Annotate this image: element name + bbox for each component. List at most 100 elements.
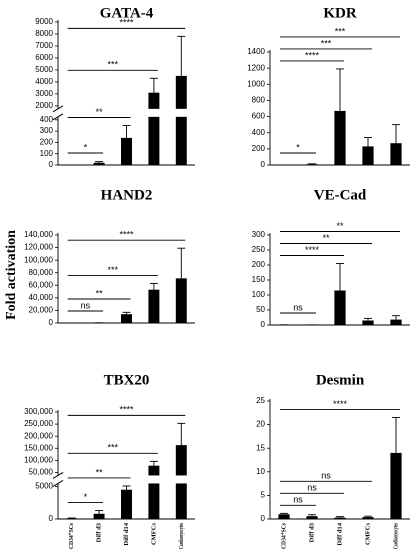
axis-break xyxy=(56,108,195,117)
y-tick-label: 300 xyxy=(40,126,54,135)
significance-label: ** xyxy=(96,107,104,117)
y-tick-label: 300,000 xyxy=(24,407,53,416)
significance-label: *** xyxy=(108,265,119,275)
significance-label: **** xyxy=(305,50,320,60)
chart-title: TBX20 xyxy=(104,372,150,388)
y-tick-label: 400 xyxy=(40,115,54,124)
y-tick-label: 100 xyxy=(40,149,54,158)
significance-label: ns xyxy=(293,302,303,312)
bar xyxy=(148,465,160,519)
x-tick-label: CMFCs xyxy=(150,523,157,545)
y-tick-label: 1200 xyxy=(247,63,265,72)
y-tick-label: 0 xyxy=(261,320,266,329)
y-tick-label: 1400 xyxy=(247,47,265,56)
y-tick-label: 100,000 xyxy=(24,255,53,264)
y-tick-label: 0 xyxy=(261,514,266,523)
axis-break xyxy=(56,475,195,484)
x-tick-label: Cardiomyocytes xyxy=(178,523,185,549)
significance-label: * xyxy=(84,142,88,152)
y-axis-label: Fold activation xyxy=(4,230,19,320)
chart-title: GATA-4 xyxy=(100,5,154,21)
y-tick-label: 50 xyxy=(256,305,265,314)
y-tick-label: 40,000 xyxy=(29,293,54,302)
y-tick-label: 20,000 xyxy=(29,306,54,315)
y-tick-label: 20 xyxy=(256,420,265,429)
significance-label: *** xyxy=(335,26,346,36)
bar xyxy=(121,489,132,519)
y-tick-label: 5000 xyxy=(35,482,53,491)
significance-label: * xyxy=(296,142,300,152)
bar xyxy=(148,92,160,165)
y-tick-label: 5 xyxy=(261,491,266,500)
bar xyxy=(390,143,402,165)
x-tick-label: Diff d3 xyxy=(96,522,103,542)
bar xyxy=(278,514,290,519)
y-tick-label: 9000 xyxy=(35,17,53,26)
y-tick-label: 25 xyxy=(256,396,265,405)
y-tick-label: 0 xyxy=(49,160,54,169)
chart-title: VE-Cad xyxy=(314,187,367,203)
significance-label: **** xyxy=(305,245,320,255)
y-tick-label: 200 xyxy=(252,144,266,153)
bar xyxy=(175,75,187,165)
y-tick-label: 8000 xyxy=(35,29,53,38)
x-tick-label: Cardiomyocytes xyxy=(392,523,399,549)
bar xyxy=(390,452,402,519)
chart-title: KDR xyxy=(323,5,357,21)
significance-label: *** xyxy=(108,60,119,70)
x-tick-label: CD34⁺SCs xyxy=(280,523,287,549)
y-tick-label: 200 xyxy=(252,260,266,269)
significance-label: ns xyxy=(81,300,91,310)
significance-label: *** xyxy=(108,443,119,453)
chart-title: HAND2 xyxy=(101,187,153,203)
y-tick-label: 50,000 xyxy=(29,468,54,477)
bar xyxy=(334,517,346,519)
x-tick-label: Diff d14 xyxy=(336,522,343,545)
significance-label: ** xyxy=(336,221,344,231)
y-tick-label: 1000 xyxy=(247,79,265,88)
bar xyxy=(334,290,346,325)
y-tick-label: 120,000 xyxy=(24,243,53,252)
bar xyxy=(93,513,105,519)
bar xyxy=(334,110,346,165)
significance-label: ** xyxy=(96,288,104,298)
significance-label: *** xyxy=(321,38,332,48)
bar xyxy=(121,137,132,165)
y-tick-label: 4000 xyxy=(35,77,53,86)
y-tick-label: 150,000 xyxy=(24,443,53,452)
significance-label: ** xyxy=(322,233,330,243)
x-tick-label: Diff d3 xyxy=(308,522,315,542)
y-tick-label: 3000 xyxy=(35,89,53,98)
significance-label: ns xyxy=(321,471,331,481)
y-tick-label: 80,000 xyxy=(29,268,54,277)
y-tick-label: 0 xyxy=(261,160,266,169)
bar xyxy=(362,517,374,519)
y-tick-label: 100,000 xyxy=(24,455,53,464)
y-tick-label: 10 xyxy=(256,467,265,476)
significance-label: * xyxy=(84,492,88,502)
y-tick-label: 600 xyxy=(252,112,266,121)
significance-label: **** xyxy=(333,399,348,409)
significance-label: **** xyxy=(119,18,134,28)
y-tick-label: 60,000 xyxy=(29,280,54,289)
y-tick-label: 800 xyxy=(252,96,266,105)
y-tick-label: 200,000 xyxy=(24,431,53,440)
bar xyxy=(148,289,160,323)
bar xyxy=(175,278,187,323)
y-tick-label: 150 xyxy=(252,275,266,284)
bar xyxy=(362,146,374,165)
bar xyxy=(362,320,374,325)
x-tick-label: CD34⁺SCs xyxy=(68,523,75,549)
chart-title: Desmin xyxy=(316,372,365,388)
y-tick-label: 0 xyxy=(49,318,54,327)
significance-label: **** xyxy=(119,230,134,240)
significance-label: ns xyxy=(293,495,303,505)
x-tick-label: CMFCs xyxy=(364,523,371,545)
bar xyxy=(93,162,105,165)
y-tick-label: 400 xyxy=(252,128,266,137)
significance-label: ns xyxy=(307,483,317,493)
y-tick-label: 15 xyxy=(256,443,265,452)
y-tick-label: 250,000 xyxy=(24,419,53,428)
bar xyxy=(306,516,318,519)
y-tick-label: 300 xyxy=(252,230,266,239)
